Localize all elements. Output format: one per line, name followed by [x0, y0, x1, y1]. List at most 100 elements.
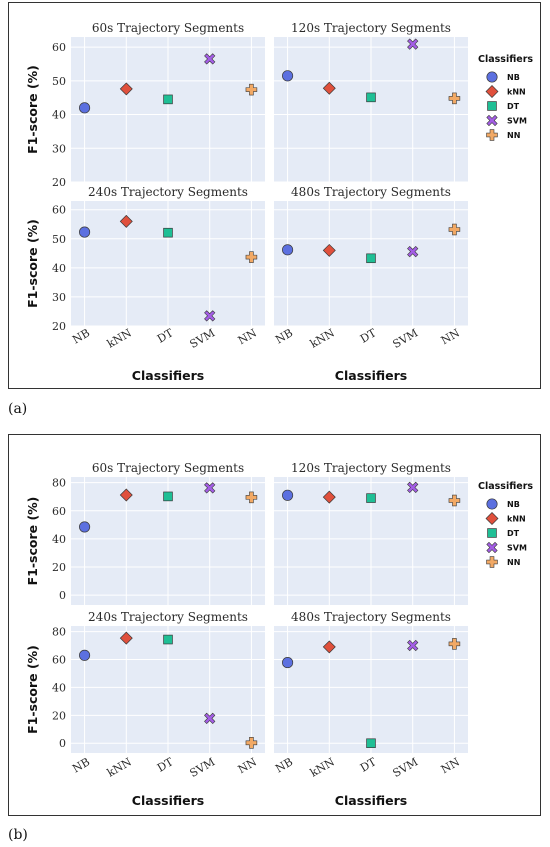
x-axis-title: Classifiers [335, 368, 407, 383]
data-point-dt [366, 493, 376, 503]
legend-marker-knn [485, 85, 499, 98]
legend: Classifiers NB kNN DT SVM NN [478, 54, 533, 141]
y-tick-label: 60 [52, 204, 66, 217]
y-tick-label: 60 [52, 41, 66, 54]
legend-label: SVM [507, 117, 527, 126]
legend-marker-nb [486, 71, 498, 83]
data-point-knn [322, 243, 336, 257]
x-axis-title: Classifiers [132, 793, 204, 808]
data-point-dt [366, 253, 376, 264]
data-point-dt [366, 92, 376, 103]
legend-label: DT [507, 529, 520, 538]
data-point-knn [322, 81, 336, 95]
y-tick-label: 20 [52, 320, 66, 333]
data-point-svm [407, 639, 419, 652]
legend-marker-nb [486, 498, 498, 510]
data-point-dt [163, 634, 173, 645]
data-point-nb [79, 102, 91, 114]
y-tick-label: 80 [52, 477, 66, 490]
data-point-svm [407, 245, 419, 258]
legend-marker-svm [486, 114, 498, 127]
data-point-dt [366, 738, 376, 749]
data-point-nn [245, 737, 258, 749]
data-point-knn [119, 488, 133, 502]
y-tick-label: 60 [52, 505, 66, 518]
data-point-dt [163, 94, 173, 105]
data-point-svm [204, 310, 216, 322]
data-point-svm [407, 38, 419, 50]
chart-figure-b: 60s Trajectory Segments 0 20 40 60 80 F1-score… [8, 434, 541, 816]
y-axis-title: F1-score (%) [25, 65, 40, 154]
panel-title: 120s Trajectory Segments [291, 21, 451, 35]
legend-marker-knn [485, 512, 499, 525]
y-tick-label: 20 [52, 561, 66, 574]
data-point-nb [282, 489, 294, 501]
data-point-svm [204, 53, 216, 65]
data-point-nn [448, 638, 461, 650]
y-tick-label: 0 [59, 589, 66, 602]
legend-marker-dt [487, 101, 497, 111]
data-point-nn [448, 92, 461, 105]
data-point-svm [204, 712, 216, 725]
legend-label: NB [507, 73, 520, 82]
data-point-nn [245, 491, 258, 504]
y-axis-title: F1-score (%) [25, 645, 40, 734]
data-point-nn [448, 494, 461, 507]
legend-title: Classifiers [478, 481, 533, 492]
data-point-nn [245, 251, 258, 263]
x-axis-title: Classifiers [335, 793, 407, 808]
subplot-panel: 240s Trajectory Segments 20 30 40 50 60 F1-sco… [25, 185, 265, 383]
y-axis-title: F1-score (%) [25, 497, 40, 586]
data-point-nb [282, 244, 294, 256]
data-point-nb [79, 226, 91, 238]
data-point-knn [119, 214, 133, 228]
panel-title: 120s Trajectory Segments [291, 461, 451, 475]
panel-title: 60s Trajectory Segments [92, 21, 244, 35]
legend-marker-nn [486, 556, 498, 568]
data-point-svm [407, 481, 419, 494]
y-tick-label: 40 [52, 109, 66, 122]
x-axis-title: Classifiers [132, 368, 204, 383]
legend-marker-svm [486, 541, 498, 554]
figure-caption: (a) [8, 401, 27, 417]
legend-label: NN [507, 131, 520, 140]
figure-caption: (b) [8, 827, 28, 843]
panel-title: 240s Trajectory Segments [88, 185, 248, 199]
data-point-knn [322, 490, 336, 504]
data-point-dt [163, 227, 173, 238]
subplot-panel: 60s Trajectory Segments 0 20 40 60 80 F1-score… [25, 461, 265, 605]
y-tick-label: 30 [52, 291, 66, 304]
data-point-knn [322, 640, 336, 654]
panel-title: 480s Trajectory Segments [291, 185, 451, 199]
y-tick-label: 20 [52, 176, 66, 189]
y-tick-label: 60 [52, 653, 66, 666]
y-tick-label: 40 [52, 262, 66, 275]
panel-title: 240s Trajectory Segments [88, 610, 248, 624]
y-tick-label: 50 [52, 233, 66, 246]
data-point-nn [448, 223, 461, 236]
data-point-dt [163, 491, 173, 502]
panel-title: 60s Trajectory Segments [92, 461, 244, 475]
data-point-knn [119, 631, 133, 645]
legend: Classifiers NB kNN DT SVM NN [478, 481, 533, 568]
y-tick-label: 30 [52, 142, 66, 155]
data-point-nb [79, 649, 91, 661]
legend-title: Classifiers [478, 54, 533, 65]
data-point-knn [119, 82, 133, 96]
subplot-panel: 120s Trajectory Segments [274, 21, 468, 183]
legend-label: NB [507, 500, 520, 509]
data-point-nb [282, 70, 294, 82]
panel-title: 480s Trajectory Segments [291, 610, 451, 624]
legend-marker-dt [487, 528, 497, 538]
legend-marker-nn [486, 129, 498, 141]
y-tick-label: 40 [52, 681, 66, 694]
y-tick-label: 80 [52, 626, 66, 639]
y-axis-title: F1-score (%) [25, 219, 40, 308]
legend-label: kNN [507, 515, 526, 524]
y-tick-label: 0 [59, 737, 66, 750]
subplot-panel: 60s Trajectory Segments 20 30 40 50 60 F1-scor… [25, 21, 265, 189]
legend-label: NN [507, 558, 520, 567]
